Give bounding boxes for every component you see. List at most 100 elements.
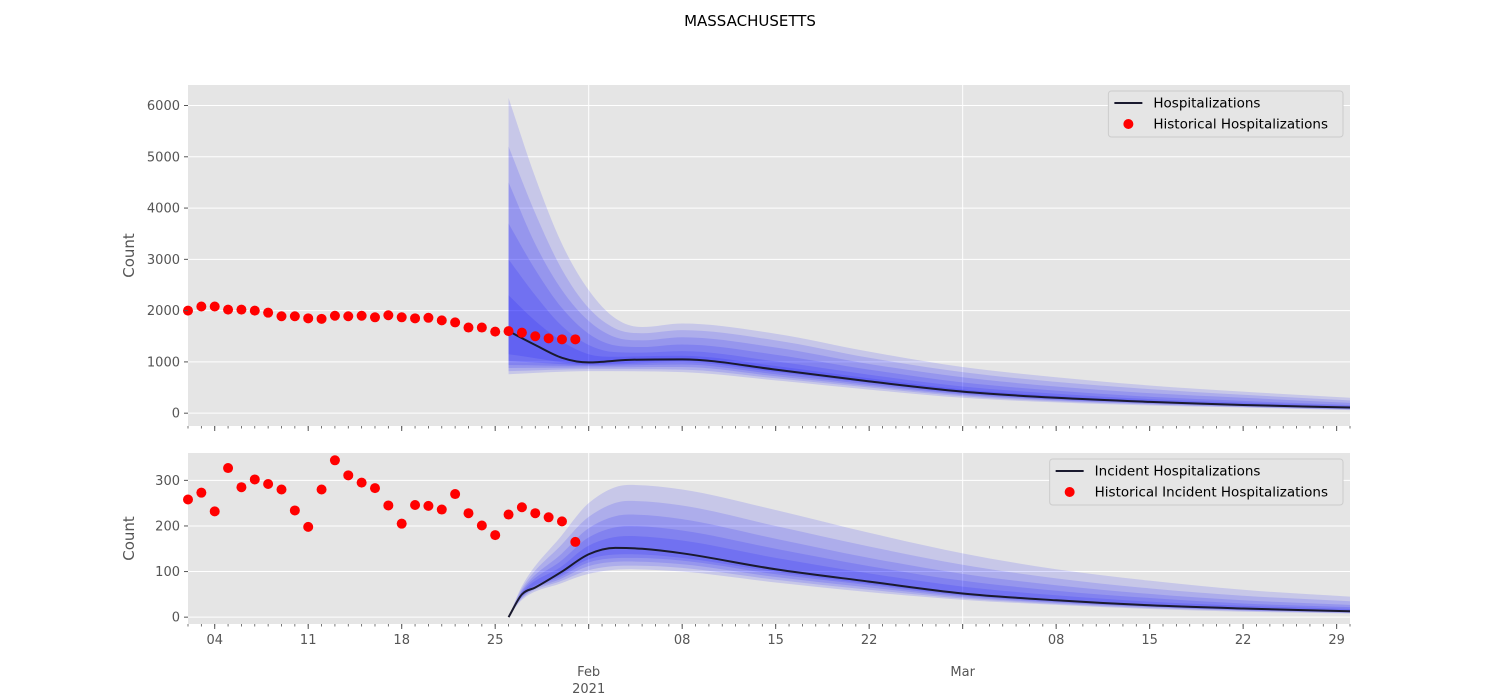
top-historical-point-3 — [223, 304, 234, 315]
bottom-historical-point-2 — [209, 506, 220, 517]
top-ytick-label-4000: 4000 — [147, 202, 180, 217]
bottom-historical-point-28 — [556, 516, 567, 527]
bottom-historical-point-27 — [543, 512, 554, 523]
bottom-historical-point-26 — [530, 508, 541, 519]
xtick-label-2021-01-18: 18 — [393, 633, 410, 648]
figure-title: MASSACHUSETTS — [684, 12, 816, 30]
top-historical-point-17 — [410, 313, 421, 324]
bottom-historical-point-9 — [303, 521, 314, 532]
bottom-band-0 — [508, 484, 1350, 618]
top-legend: Hospitalizations Historical Hospitalizat… — [1107, 90, 1344, 138]
top-historical-point-13 — [356, 310, 367, 321]
xtick-label-2021-03-15: 15 — [1141, 633, 1158, 648]
top-historical-point-28 — [556, 334, 567, 345]
top-historical-point-5 — [249, 305, 260, 316]
xtick-label-2021-01-25: 25 — [487, 633, 504, 648]
bottom-historical-point-11 — [329, 455, 340, 466]
top-historical-point-27 — [543, 333, 554, 344]
bottom-band-3 — [508, 525, 1350, 618]
bottom-y-ticks: 0 100 200 300 — [155, 474, 188, 626]
top-historical-point-11 — [329, 310, 340, 321]
xtick-label-2021-02-22: 22 — [861, 633, 878, 648]
bottom-historical-point-8 — [289, 505, 300, 516]
xtick-label-2021-01-11: 11 — [300, 633, 317, 648]
top-legend-box — [1107, 90, 1344, 138]
top-ytick-label-1000: 1000 — [147, 355, 180, 370]
bottom-historical-point-4 — [236, 482, 247, 493]
top-historical-point-23 — [490, 326, 501, 337]
bottom-panel: 0 100 200 300 04 11 18 25 Feb 2021 08 15 22 Mar 08 15 2… — [120, 453, 1351, 697]
bottom-historical-point-12 — [343, 470, 354, 481]
bottom-legend: Incident Hospitalizations Historical Inc… — [1049, 458, 1344, 506]
bottom-historical-point-19 — [436, 504, 447, 515]
bottom-ytick-label-0: 0 — [172, 611, 180, 626]
bottom-historical-point-3 — [223, 463, 234, 474]
bottom-historical-point-29 — [570, 536, 581, 547]
top-ytick-label-3000: 3000 — [147, 253, 180, 268]
bottom-historical-point-6 — [263, 479, 274, 490]
top-x-ticks — [187, 426, 1351, 431]
bottom-median-line — [507, 546, 1351, 618]
top-ytick-label-5000: 5000 — [147, 150, 180, 165]
bottom-historical-point-13 — [356, 477, 367, 488]
top-ytick-label-6000: 6000 — [147, 99, 180, 114]
top-historical-point-16 — [396, 312, 407, 323]
bottom-historical-point-7 — [276, 484, 287, 495]
bottom-historical-point-17 — [410, 499, 421, 510]
bottom-median-line-group — [507, 546, 1351, 618]
bottom-historical-point-10 — [316, 484, 327, 495]
bottom-historical-point-20 — [450, 489, 461, 500]
top-historical-point-24 — [503, 326, 514, 337]
top-historical-point-22 — [476, 322, 487, 333]
bottom-historical-point-25 — [516, 502, 527, 513]
top-historical-point-15 — [383, 310, 394, 321]
top-historical-point-19 — [436, 315, 447, 326]
bottom-ytick-label-100: 100 — [155, 565, 180, 580]
top-historical-point-29 — [570, 334, 581, 345]
top-historical-point-7 — [276, 311, 287, 322]
top-historical-point-25 — [516, 327, 527, 338]
bottom-historical-point-15 — [383, 500, 394, 511]
bottom-forecast-bands — [508, 484, 1350, 618]
top-panel: 0 1000 2000 3000 4000 5000 6000 Count Hospital… — [120, 85, 1351, 431]
bottom-historical-point-21 — [463, 508, 474, 519]
top-historical-point-4 — [236, 304, 247, 315]
bottom-legend-point-swatch — [1064, 487, 1075, 497]
top-historical-point-12 — [343, 311, 354, 322]
top-legend-line-label: Hospitalizations — [1153, 96, 1260, 112]
top-historical-point-1 — [196, 301, 207, 312]
xtick-label-2021-02-01: Feb — [577, 665, 600, 680]
xtick-label-2021-02-15: 15 — [767, 633, 784, 648]
bottom-historical-point-22 — [476, 520, 487, 531]
top-historical-point-10 — [316, 313, 327, 324]
top-band-1 — [508, 146, 1350, 410]
top-ytick-label-2000: 2000 — [147, 304, 180, 319]
top-historical-point-20 — [450, 317, 461, 328]
bottom-band-2 — [508, 514, 1350, 618]
top-ytick-label-0: 0 — [172, 407, 180, 422]
xtick-label-2021-01-04: 04 — [206, 633, 223, 648]
bottom-historical-point-16 — [396, 518, 407, 529]
xtick-label-2021-02-08: 08 — [674, 633, 691, 648]
top-median-line-group — [508, 330, 1351, 409]
top-historical-point-26 — [530, 331, 541, 342]
bottom-historical-point-18 — [423, 500, 434, 511]
top-historical-point-18 — [423, 312, 434, 323]
bottom-historical-point-24 — [503, 509, 514, 520]
top-legend-point-swatch — [1123, 119, 1134, 129]
top-band-2 — [508, 182, 1350, 410]
top-historical-point-9 — [303, 313, 314, 324]
bottom-historical-point-5 — [249, 474, 260, 485]
bottom-ytick-label-200: 200 — [155, 519, 180, 534]
bottom-band-1 — [508, 500, 1350, 618]
bottom-historical-points — [183, 455, 581, 547]
bottom-historical-point-23 — [490, 530, 501, 541]
xtick-label-2021-03-29: 29 — [1328, 633, 1345, 648]
top-band-0 — [508, 97, 1350, 411]
bottom-historical-point-1 — [196, 487, 207, 498]
xtick-label-2021-03-22: 22 — [1235, 633, 1252, 648]
top-historical-point-14 — [369, 312, 380, 323]
bottom-historical-point-0 — [183, 494, 193, 505]
bottom-x-ticks: 04 11 18 25 Feb 2021 08 15 22 Mar 08 15 22 29 — [187, 624, 1351, 697]
